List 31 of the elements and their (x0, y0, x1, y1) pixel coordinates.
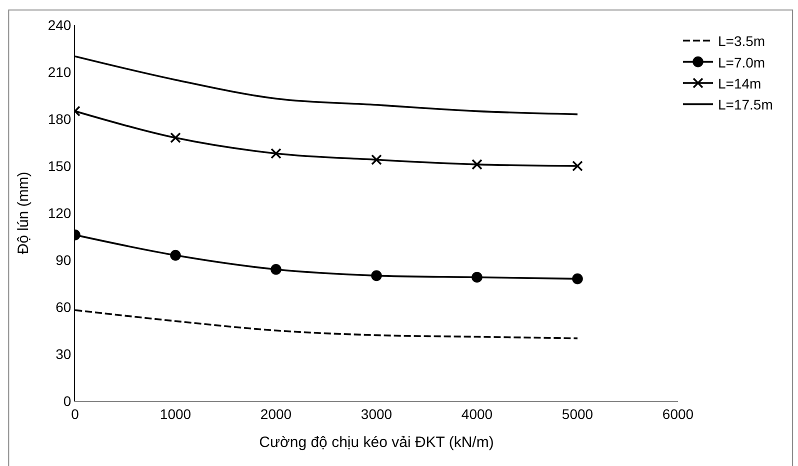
x-tick-label: 1000 (160, 406, 192, 422)
legend-label: L=7.0m (718, 54, 766, 70)
x-axis-title: Cường độ chịu kéo vải ĐKT (kN/m) (259, 434, 494, 451)
point (472, 272, 482, 283)
point (270, 148, 282, 159)
x-tick-label: 3000 (360, 406, 392, 422)
y-tick-label: 90 (56, 252, 72, 268)
x-tick-label: 5000 (562, 406, 594, 422)
y-tick-label: 180 (48, 110, 72, 127)
legend-label: L=3.5m (718, 33, 766, 50)
y-axis-title: Độ lún (mm) (15, 172, 32, 254)
point (472, 159, 482, 170)
legend-label: L=17.5m (718, 96, 773, 113)
point (170, 250, 181, 261)
y-tick-label: 30 (56, 346, 72, 362)
point (270, 264, 282, 275)
point (371, 270, 382, 282)
point (572, 273, 583, 284)
y-tick-label: 0 (63, 392, 72, 409)
y-tick-label: 210 (48, 64, 72, 80)
point (371, 154, 382, 166)
point (572, 160, 583, 172)
x-tick-label: 4000 (461, 406, 493, 422)
y-tick-label: 240 (48, 16, 72, 33)
legend-label: L=14m (718, 75, 762, 92)
point (170, 132, 181, 144)
y-tick-label: 150 (48, 158, 72, 174)
y-tick-label: 60 (56, 298, 72, 315)
x-tick-label: 2000 (260, 406, 292, 422)
y-tick-label: 120 (48, 204, 72, 221)
x-tick-label: 6000 (662, 406, 694, 422)
